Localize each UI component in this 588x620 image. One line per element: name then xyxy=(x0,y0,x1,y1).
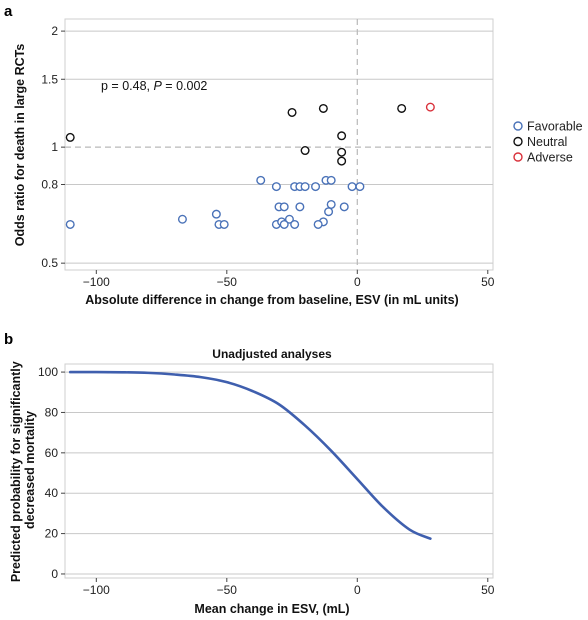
panel-a-x-axis-title: Absolute difference in change from basel… xyxy=(85,293,458,307)
panel-b-x-tick-label: 50 xyxy=(481,583,495,597)
panel-a-y-tick-label: 0.8 xyxy=(41,177,58,191)
panel-a-point-favorable xyxy=(271,182,281,192)
panel-b-x-tick-labels: −100 −50 0 50 xyxy=(83,583,495,597)
panel-b-title: Unadjusted analyses xyxy=(212,347,332,361)
panel-a-plot-frame xyxy=(64,18,494,271)
legend-label-adverse: Adverse xyxy=(527,151,573,165)
panel-a-y-tick-label: 2 xyxy=(51,24,58,38)
panel-a-x-tick-labels: −100 −50 0 50 xyxy=(83,275,495,289)
panel-a-point-favorable xyxy=(339,202,349,212)
panel-b-probability-curve xyxy=(68,370,432,540)
panel-b-y-axis-title-line-2: decreased mortality xyxy=(23,411,37,529)
panel-b-label: b xyxy=(4,331,13,348)
panel-a-stat-annotation: p = 0.48, P = 0.002 xyxy=(101,79,207,93)
panel-b-x-tick-label: 0 xyxy=(354,583,361,597)
panel-b-y-axis-title: Predicted probability for significantly … xyxy=(9,358,37,582)
panel-a-y-tick-label: 1 xyxy=(51,140,58,154)
legend-label-favorable: Favorable xyxy=(527,120,583,134)
legend-marker-neutral xyxy=(513,136,523,147)
panel-a-point-favorable xyxy=(355,182,365,192)
panel-a-y-tick-label: 1.5 xyxy=(41,72,58,86)
panel-a-point-neutral xyxy=(337,147,347,157)
panel-a-point-favorable xyxy=(295,202,305,212)
panel-a-point-favorable xyxy=(219,219,229,229)
panel-a-x-tick-label: 50 xyxy=(481,275,495,289)
panel-a-point-neutral xyxy=(318,103,328,113)
panel-b-x-tick-label: −50 xyxy=(217,583,238,597)
panel-a-x-tick-label: 0 xyxy=(354,275,361,289)
panel-a-point-favorable xyxy=(326,199,336,209)
panel-b-y-tick-label: 40 xyxy=(45,486,59,500)
panel-b-y-tick-label: 100 xyxy=(38,365,58,379)
panel-a-point-favorable xyxy=(279,219,289,229)
panel-a-reference-lines xyxy=(65,19,493,270)
panel-a-point-favorable xyxy=(279,202,289,212)
panel-a-point-favorable xyxy=(311,182,321,192)
panel-a-y-tick-label: 0.5 xyxy=(41,256,58,270)
legend-marker-favorable xyxy=(513,121,523,131)
panel-a-point-neutral xyxy=(397,103,407,113)
panel-a-point-neutral xyxy=(300,146,310,156)
panel-b: Unadjusted analyses 0 20 40 60 80 100 −100 −50… xyxy=(9,347,495,616)
panel-a-data-points xyxy=(65,102,435,229)
panel-a-point-adverse xyxy=(425,102,435,112)
panel-a-point-favorable xyxy=(211,209,221,219)
panel-b-x-axis-title: Mean change in ESV, (mL) xyxy=(194,602,349,616)
panel-a-y-axis-title: Odds ratio for death in large RCTs xyxy=(13,44,27,247)
panel-a-point-favorable xyxy=(347,182,357,192)
panel-b-y-axis-title-line-1: Predicted probability for significantly xyxy=(9,361,23,582)
panel-a-x-tick-label: −100 xyxy=(83,275,110,289)
legend-label-neutral: Neutral xyxy=(527,135,567,149)
panel-a-x-tick-label: −50 xyxy=(217,275,238,289)
panel-a-point-neutral xyxy=(337,156,347,166)
panel-b-y-tick-label: 80 xyxy=(45,405,59,419)
panel-b-y-tick-labels: 0 20 40 60 80 100 xyxy=(38,365,58,581)
panel-a-label: a xyxy=(4,3,13,20)
panel-a-y-tick-labels: 0.5 0.8 1 1.5 2 xyxy=(41,24,58,270)
panel-a-gridlines xyxy=(61,30,493,274)
panel-a-point-favorable xyxy=(326,175,336,185)
panel-a-point-neutral xyxy=(337,131,347,141)
panel-a-point-neutral xyxy=(287,107,297,117)
panel-a-point-favorable xyxy=(290,219,300,229)
panel-a-point-favorable xyxy=(65,219,75,229)
panel-b-y-tick-label: 20 xyxy=(45,527,59,541)
panel-a-point-favorable xyxy=(284,214,294,224)
panel-a-point-favorable xyxy=(313,219,323,229)
legend-marker-adverse xyxy=(513,152,523,162)
panel-b-y-tick-label: 60 xyxy=(45,446,59,460)
panel-a-point-favorable xyxy=(256,175,266,185)
panel-a: 0.5 0.8 1 1.5 2 −100 −50 0 50 p = 0.48, P = 0.0… xyxy=(13,18,583,307)
panel-b-y-tick-label: 0 xyxy=(51,567,58,581)
panel-a-point-neutral xyxy=(65,132,75,142)
panel-a-point-favorable xyxy=(324,207,334,217)
panel-a-point-favorable xyxy=(300,182,310,192)
panel-b-gridlines xyxy=(61,371,493,582)
panel-b-plot-frame xyxy=(64,363,494,579)
panel-a-point-favorable xyxy=(177,214,187,224)
panel-b-x-tick-label: −100 xyxy=(83,583,110,597)
